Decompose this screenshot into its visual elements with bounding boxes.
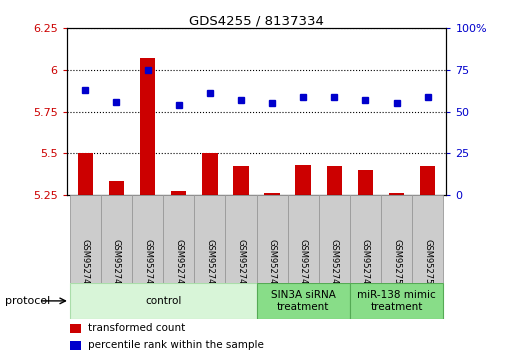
Bar (288, 195, 319, 283)
Bar (326, 166, 342, 354)
Text: GSM952746: GSM952746 (174, 239, 183, 290)
Bar (256, 283, 350, 319)
Bar (350, 195, 381, 283)
Text: miR-138 mimic
treatment: miR-138 mimic treatment (357, 290, 436, 312)
Bar (233, 166, 249, 354)
Bar (101, 195, 132, 283)
Bar (171, 192, 187, 354)
Text: SIN3A siRNA
treatment: SIN3A siRNA treatment (271, 290, 336, 312)
Bar (70, 341, 81, 350)
Bar (381, 195, 412, 283)
Bar (420, 166, 436, 354)
Text: protocol: protocol (5, 296, 50, 306)
Text: GSM952742: GSM952742 (143, 239, 152, 290)
Text: transformed count: transformed count (88, 323, 185, 333)
Bar (194, 195, 225, 283)
Text: GDS4255 / 8137334: GDS4255 / 8137334 (189, 14, 324, 27)
Bar (140, 58, 155, 354)
Text: percentile rank within the sample: percentile rank within the sample (88, 340, 264, 350)
Bar (70, 283, 256, 319)
Text: GSM952740: GSM952740 (81, 239, 90, 290)
Bar (256, 195, 288, 283)
Bar (295, 165, 311, 354)
Text: GSM952749: GSM952749 (361, 239, 370, 290)
Text: GSM952743: GSM952743 (268, 239, 277, 290)
Text: GSM952750: GSM952750 (392, 239, 401, 290)
Text: control: control (145, 296, 181, 306)
Text: GSM952745: GSM952745 (330, 239, 339, 290)
Text: GSM952751: GSM952751 (423, 239, 432, 290)
Bar (225, 195, 256, 283)
Bar (350, 283, 443, 319)
Bar (163, 195, 194, 283)
Bar (70, 195, 101, 283)
Bar (319, 195, 350, 283)
Text: GSM952744: GSM952744 (299, 239, 308, 290)
Bar (202, 153, 218, 354)
Bar (264, 193, 280, 354)
Bar (109, 181, 124, 354)
Bar (389, 193, 404, 354)
Bar (358, 170, 373, 354)
Bar (70, 324, 81, 333)
Text: GSM952747: GSM952747 (205, 239, 214, 290)
Bar (77, 153, 93, 354)
Text: GSM952748: GSM952748 (236, 239, 245, 290)
Bar (412, 195, 443, 283)
Text: GSM952741: GSM952741 (112, 239, 121, 290)
Bar (132, 195, 163, 283)
